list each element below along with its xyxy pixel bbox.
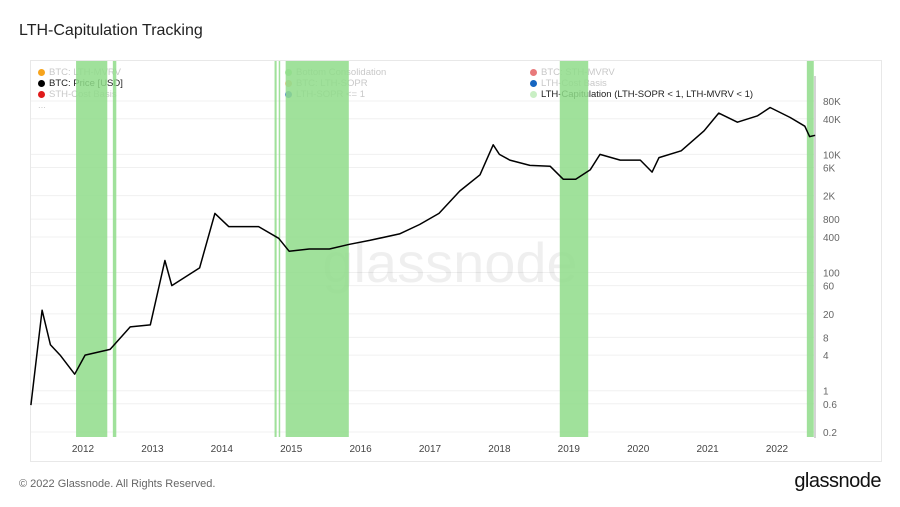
capitulation-band — [112, 61, 117, 437]
y-tick-label: 800 — [823, 215, 840, 226]
y-tick-label: 1 — [823, 387, 829, 398]
legend-dot-icon — [530, 69, 537, 76]
y-tick-label: 80K — [823, 97, 841, 108]
y-tick-label: 8 — [823, 333, 829, 344]
x-tick-label: 2014 — [211, 444, 234, 455]
glassnode-logo: glassnode — [794, 470, 881, 492]
x-tick-label: 2018 — [488, 444, 511, 455]
legend-dot-icon — [530, 91, 537, 98]
y-tick-label: 400 — [823, 233, 840, 244]
legend-label: ... — [38, 100, 46, 111]
legend-dot-icon — [38, 80, 45, 87]
y-tick-label: 2K — [823, 192, 836, 203]
capitulation-band — [559, 61, 589, 437]
x-tick-label: 2017 — [419, 444, 442, 455]
capitulation-band — [278, 61, 281, 437]
y-tick-label: 4 — [823, 351, 829, 362]
capitulation-band — [806, 61, 814, 437]
legend-label: LTH-Capitulation (LTH-SOPR < 1, LTH-MVRV… — [541, 89, 754, 100]
x-tick-label: 2020 — [627, 444, 650, 455]
copyright: © 2022 Glassnode. All Rights Reserved. — [19, 478, 216, 490]
x-tick-label: 2013 — [141, 444, 164, 455]
legend-dot-icon — [38, 91, 45, 98]
y-tick-label: 0.6 — [823, 400, 837, 411]
x-tick-label: 2015 — [280, 444, 303, 455]
x-tick-label: 2016 — [349, 444, 372, 455]
y-tick-label: 40K — [823, 115, 841, 126]
y-tick-label: 10K — [823, 150, 841, 161]
y-tick-label: 100 — [823, 269, 840, 280]
y-tick-label: 0.2 — [823, 428, 837, 439]
y-tick-label: 20 — [823, 310, 835, 321]
capitulation-band — [76, 61, 108, 437]
legend-item[interactable]: ... — [38, 100, 46, 111]
page-title: LTH-Capitulation Tracking — [19, 22, 203, 39]
x-tick-label: 2022 — [766, 444, 789, 455]
capitulation-band — [274, 61, 277, 437]
x-tick-label: 2012 — [72, 444, 95, 455]
legend-dot-icon — [38, 69, 45, 76]
x-tick-label: 2021 — [696, 444, 719, 455]
x-tick-label: 2019 — [558, 444, 581, 455]
y-tick-label: 6K — [823, 163, 836, 174]
legend-item[interactable]: LTH-Capitulation (LTH-SOPR < 1, LTH-MVRV… — [530, 89, 753, 100]
chart-frame — [30, 60, 882, 462]
y-tick-label: 60 — [823, 282, 835, 293]
price-line — [30, 106, 816, 406]
watermark: glassnode — [322, 231, 577, 294]
legend-dot-icon — [530, 80, 537, 87]
